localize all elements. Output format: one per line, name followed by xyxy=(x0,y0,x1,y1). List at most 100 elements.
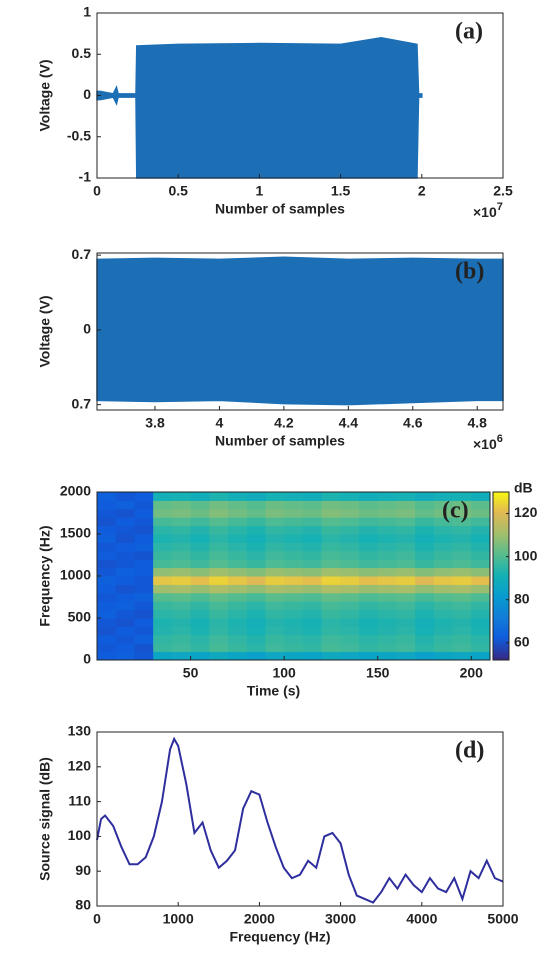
heat-cell xyxy=(265,618,285,627)
heat-cell xyxy=(134,576,154,585)
heat-cell xyxy=(209,508,229,518)
heat-cell xyxy=(377,567,397,577)
heat-cell xyxy=(115,534,135,543)
x-tick-label: 3.8 xyxy=(145,415,165,431)
heat-cell xyxy=(153,634,173,644)
heat-cell xyxy=(377,542,397,552)
heat-cell xyxy=(284,508,304,518)
heat-cell xyxy=(359,542,379,552)
y-tick-label: -0.5 xyxy=(67,127,91,143)
heat-cell xyxy=(246,508,266,518)
colorbar-swatch xyxy=(493,592,509,597)
heat-cell xyxy=(302,500,323,510)
heat-cell xyxy=(115,601,135,611)
heat-cell xyxy=(340,584,360,594)
heat-cell xyxy=(115,508,135,518)
heat-cell xyxy=(171,500,192,510)
heat-cell xyxy=(415,508,435,518)
heat-cell xyxy=(415,618,435,627)
colorbar-tick-label: 80 xyxy=(514,590,530,606)
heat-cell xyxy=(452,525,472,535)
colorbar-swatch xyxy=(493,609,509,613)
heat-cell xyxy=(396,601,416,611)
heat-cell xyxy=(171,542,192,552)
heat-cell xyxy=(115,559,135,569)
heat-cell xyxy=(321,508,341,518)
heat-cell xyxy=(471,609,491,619)
colorbar-swatch xyxy=(493,581,509,585)
heat-cell xyxy=(171,525,192,535)
heat-cell xyxy=(171,559,192,569)
heat-cell xyxy=(452,517,472,527)
x-axis-label: Frequency (Hz) xyxy=(229,929,330,945)
heat-cell xyxy=(452,550,472,560)
heat-cell xyxy=(396,609,416,619)
x-axis-label: Number of samples xyxy=(215,201,345,217)
colorbar-swatch xyxy=(493,640,509,644)
heat-cell xyxy=(302,508,323,518)
colorbar-swatch xyxy=(493,548,509,552)
heat-cell xyxy=(284,626,304,636)
heat-cell xyxy=(433,601,454,611)
heat-cell xyxy=(471,601,491,611)
heat-cell xyxy=(340,592,360,602)
heat-cell xyxy=(134,500,154,510)
heat-cell xyxy=(340,643,360,653)
colorbar-swatch xyxy=(493,643,509,647)
heat-cell xyxy=(209,525,229,535)
heat-cell xyxy=(228,550,248,560)
heat-cell xyxy=(340,542,360,552)
heat-cell xyxy=(302,525,323,535)
heat-cell xyxy=(97,500,117,510)
heat-cell xyxy=(284,492,304,501)
heat-cell xyxy=(415,576,435,585)
heat-cell xyxy=(209,567,229,577)
colorbar-swatch xyxy=(493,517,509,521)
heat-cell xyxy=(171,592,192,602)
heat-cell xyxy=(97,508,117,518)
heat-cell xyxy=(433,500,454,510)
heat-cell xyxy=(284,651,304,661)
heat-cell xyxy=(396,525,416,535)
heat-cell xyxy=(302,626,323,636)
heat-cell xyxy=(433,651,454,661)
heat-cell xyxy=(228,609,248,619)
heat-cell xyxy=(171,534,192,543)
heat-cell xyxy=(359,500,379,510)
panel-label: (d) xyxy=(455,738,484,764)
heat-cell xyxy=(228,517,248,527)
colorbar-swatch xyxy=(493,556,509,560)
colorbar-swatch xyxy=(493,553,509,557)
heat-cell xyxy=(340,534,360,543)
heat-cell xyxy=(246,559,266,569)
heat-cell xyxy=(340,634,360,644)
colorbar-swatch xyxy=(493,590,509,594)
heat-cell xyxy=(359,576,379,585)
heat-cell xyxy=(115,500,135,510)
heat-cell xyxy=(415,500,435,510)
heat-cell xyxy=(377,576,397,585)
heat-cell xyxy=(302,601,323,611)
heat-cell xyxy=(97,618,117,627)
y-tick-label: 1500 xyxy=(60,525,91,541)
heat-cell xyxy=(452,567,472,577)
heat-cell xyxy=(284,517,304,527)
colorbar-swatch xyxy=(493,573,509,577)
heat-cell xyxy=(171,492,192,501)
heat-cell xyxy=(359,643,379,653)
heat-cell xyxy=(171,626,192,636)
heat-cell xyxy=(284,609,304,619)
heat-cell xyxy=(246,592,266,602)
heat-cell xyxy=(115,525,135,535)
heat-cell xyxy=(209,626,229,636)
heat-cell xyxy=(153,500,173,510)
colorbar-tick-label: 120 xyxy=(514,504,538,520)
heat-cell xyxy=(284,634,304,644)
heat-cell xyxy=(190,584,210,594)
heat-cell xyxy=(359,567,379,577)
heat-cell xyxy=(97,525,117,535)
heat-cell xyxy=(471,534,491,543)
heat-cell xyxy=(471,626,491,636)
panel: 0 0.5 1 1.5 2 2.5 -1 -0.5 0 0.5 1 Number of samples… xyxy=(37,4,513,220)
heat-cell xyxy=(433,592,454,602)
